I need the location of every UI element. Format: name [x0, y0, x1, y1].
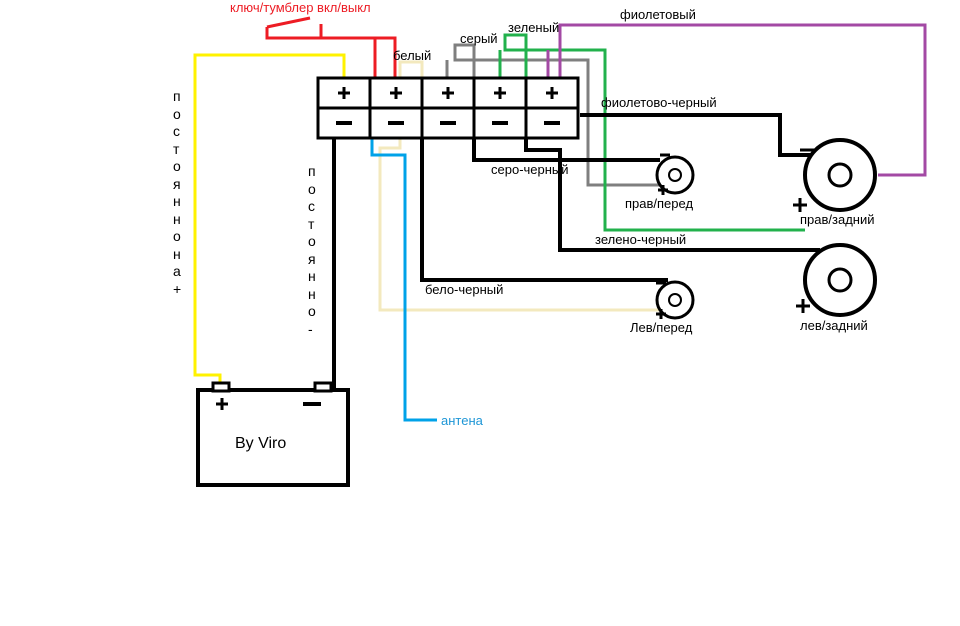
label-constant-minus: постоянно-: [308, 163, 316, 338]
wire-red-switch-b: [321, 24, 395, 78]
label-green-black: зелено-черный: [595, 232, 686, 247]
label-antenna: антена: [441, 413, 483, 428]
speaker-left-rear: [796, 245, 875, 315]
speaker-right-front: [657, 155, 693, 195]
label-switch: ключ/тумблер вкл/выкл: [230, 0, 371, 15]
wire-gray-black: [474, 138, 660, 160]
label-violet-black: фиолетово-черный: [601, 95, 717, 110]
speaker-right-rear: [793, 140, 875, 212]
label-right-rear: прав/задний: [800, 212, 875, 227]
label-constant-plus: постоянно на+: [173, 88, 181, 298]
label-gray-black: серо-черный: [491, 162, 569, 177]
wire-violet-black: [580, 115, 818, 155]
switch-lever: [267, 18, 310, 27]
connector-block: [318, 78, 578, 138]
wire-black-constant-minus: [320, 138, 334, 395]
wiring-diagram: [0, 0, 960, 626]
label-right-front: прав/перед: [625, 196, 693, 211]
label-gray: серый: [460, 31, 498, 46]
label-left-front: Лев/перед: [630, 320, 692, 335]
label-green: зеленый: [508, 20, 559, 35]
battery: [198, 383, 348, 485]
label-white-black: бело-черный: [425, 282, 503, 297]
label-violet: фиолетовый: [620, 7, 696, 22]
speaker-left-front: [656, 282, 693, 319]
label-white: белый: [393, 48, 431, 63]
label-battery: By Viro: [235, 435, 286, 453]
label-left-rear: лев/задний: [800, 318, 868, 333]
